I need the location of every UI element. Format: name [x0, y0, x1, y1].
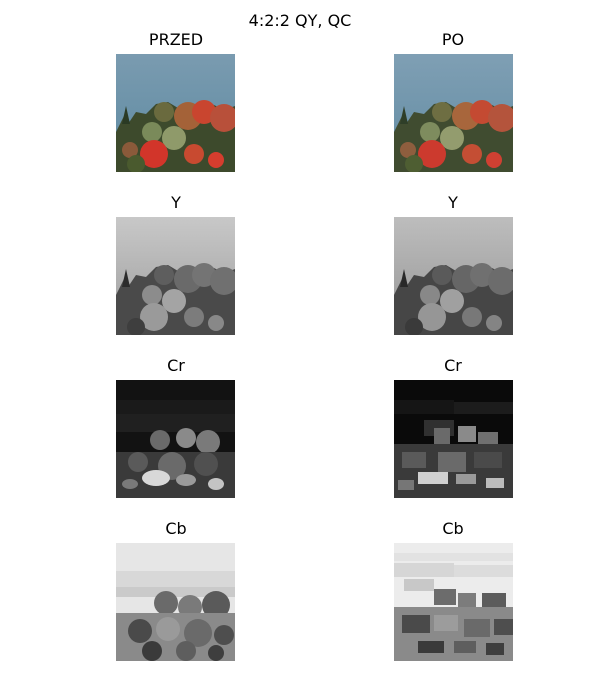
panel-title-cr-after: Cr	[353, 356, 553, 375]
panel-title-po: PO	[353, 30, 553, 49]
image-before-color	[116, 54, 235, 172]
panel-title-y-before: Y	[76, 193, 276, 212]
image-before-y	[116, 217, 235, 335]
panel-title-cb-after: Cb	[353, 519, 553, 538]
panel-title-y-after: Y	[353, 193, 553, 212]
image-after-cb	[394, 543, 513, 661]
panel-title-cb-before: Cb	[76, 519, 276, 538]
panel-title-cr-before: Cr	[76, 356, 276, 375]
image-after-y	[394, 217, 513, 335]
image-before-cb	[116, 543, 235, 661]
image-before-cr	[116, 380, 235, 498]
panel-title-przed: PRZED	[76, 30, 276, 49]
image-after-color	[394, 54, 513, 172]
figure-title: 4:2:2 QY, QC	[0, 11, 600, 30]
image-after-cr	[394, 380, 513, 498]
